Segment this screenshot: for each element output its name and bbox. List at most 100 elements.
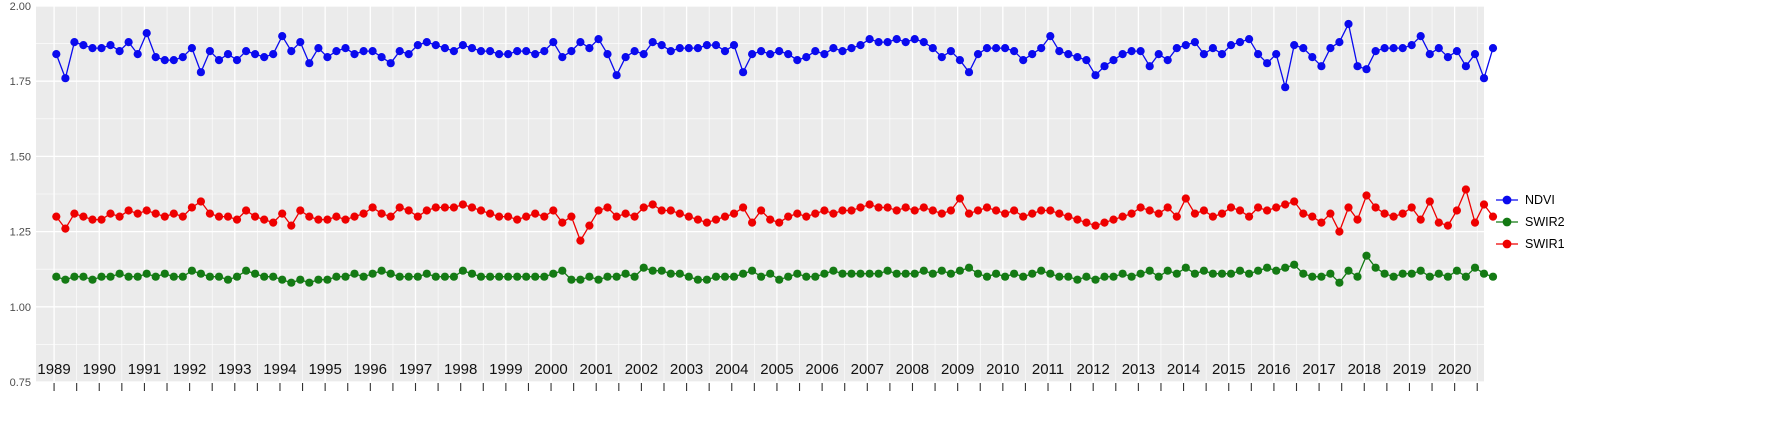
legend-label-swir2: SWIR2	[1525, 214, 1565, 229]
data-point	[1001, 272, 1010, 281]
data-point	[196, 197, 205, 206]
data-point	[693, 275, 703, 284]
data-point	[1407, 269, 1416, 278]
data-point	[1217, 209, 1227, 218]
data-point	[892, 206, 901, 215]
data-point	[1226, 203, 1236, 212]
data-point	[440, 203, 449, 212]
data-point	[585, 44, 594, 53]
data-point	[729, 41, 739, 50]
data-point	[928, 206, 937, 215]
x-tick-label: 2015	[1212, 361, 1245, 378]
data-point	[793, 209, 802, 218]
data-point	[1263, 206, 1272, 215]
x-tick-label: 2001	[580, 361, 613, 378]
data-point	[666, 206, 675, 215]
data-point	[775, 275, 784, 284]
data-point	[1190, 209, 1199, 218]
data-point	[169, 56, 178, 65]
data-point	[892, 35, 901, 44]
data-point	[1470, 263, 1480, 272]
data-point	[630, 272, 639, 281]
data-point	[1091, 71, 1100, 80]
data-point	[720, 212, 730, 221]
data-point	[413, 41, 422, 50]
data-point	[151, 272, 160, 281]
data-point	[901, 203, 910, 212]
data-point	[1154, 272, 1163, 281]
data-point	[1371, 203, 1380, 212]
data-point	[1172, 269, 1181, 278]
data-point	[748, 50, 757, 59]
data-point	[847, 44, 856, 53]
data-point	[504, 272, 513, 281]
data-point	[775, 218, 784, 227]
data-point	[404, 206, 413, 215]
data-point	[151, 209, 160, 218]
data-point	[540, 272, 549, 281]
data-point	[657, 206, 666, 215]
data-point	[567, 275, 576, 284]
data-point	[1398, 44, 1407, 53]
x-tick-label: 2007	[851, 361, 884, 378]
data-point	[784, 50, 793, 59]
data-point	[305, 59, 314, 68]
x-tick-label: 1991	[128, 361, 161, 378]
data-point	[820, 269, 829, 278]
data-point	[666, 269, 675, 278]
data-point	[675, 269, 684, 278]
data-point	[856, 41, 865, 50]
data-point	[1019, 56, 1028, 65]
data-point	[811, 209, 820, 218]
data-point	[1127, 272, 1136, 281]
data-point	[1488, 272, 1498, 281]
data-point	[1208, 44, 1217, 53]
data-point	[476, 47, 486, 56]
data-point	[955, 194, 965, 203]
data-point	[1398, 269, 1407, 278]
data-point	[1344, 19, 1353, 29]
data-point	[422, 269, 431, 278]
data-point	[874, 269, 883, 278]
data-point	[1181, 263, 1190, 272]
data-point	[61, 74, 70, 83]
data-point	[377, 266, 386, 275]
data-point	[1245, 212, 1254, 221]
series-swir2	[52, 251, 1498, 287]
data-point	[223, 50, 233, 59]
data-point	[449, 203, 458, 212]
data-point	[675, 209, 684, 218]
data-point	[1028, 269, 1037, 278]
data-point	[648, 200, 657, 209]
data-point	[648, 266, 657, 275]
data-point	[232, 215, 242, 224]
data-point	[856, 203, 865, 212]
data-point	[1326, 44, 1335, 53]
legend-item-ndvi: NDVI	[1494, 192, 1565, 207]
x-tick-label: 2008	[896, 361, 929, 378]
data-point	[1254, 266, 1263, 275]
data-point	[205, 272, 214, 281]
data-point	[269, 50, 278, 59]
data-point	[1091, 275, 1100, 284]
data-point	[883, 266, 892, 275]
data-point	[1362, 65, 1371, 74]
data-point	[115, 212, 124, 221]
data-point	[504, 50, 513, 59]
data-point	[1389, 272, 1398, 281]
data-point	[205, 47, 214, 56]
x-tick-label: 2012	[1077, 361, 1110, 378]
data-point	[495, 212, 504, 221]
data-point	[278, 209, 287, 218]
data-point	[1019, 272, 1028, 281]
data-point	[757, 272, 766, 281]
data-point	[287, 278, 296, 287]
data-point	[1127, 209, 1136, 218]
data-point	[476, 272, 486, 281]
data-point	[639, 50, 648, 59]
data-point	[540, 212, 549, 221]
data-point	[720, 47, 730, 56]
data-point	[1281, 83, 1290, 92]
x-tick-label: 2019	[1393, 361, 1426, 378]
data-point	[1001, 209, 1010, 218]
